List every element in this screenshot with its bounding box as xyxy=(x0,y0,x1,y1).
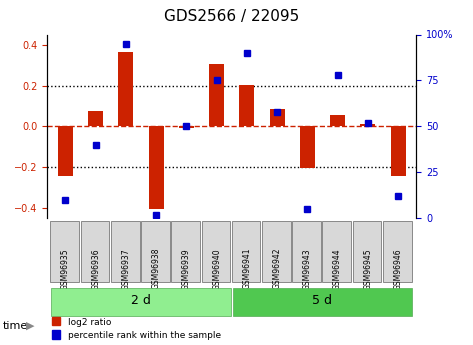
FancyBboxPatch shape xyxy=(383,221,412,282)
FancyBboxPatch shape xyxy=(262,221,291,282)
Text: GSM96937: GSM96937 xyxy=(122,248,131,289)
Text: GSM96939: GSM96939 xyxy=(182,248,191,289)
Bar xyxy=(179,126,194,128)
Bar xyxy=(330,115,345,126)
FancyBboxPatch shape xyxy=(353,221,381,282)
Bar xyxy=(88,111,103,126)
Legend: log2 ratio, percentile rank within the sample: log2 ratio, percentile rank within the s… xyxy=(52,318,221,341)
Text: GSM96944: GSM96944 xyxy=(333,248,342,289)
Bar xyxy=(118,52,133,126)
FancyBboxPatch shape xyxy=(232,221,261,282)
FancyBboxPatch shape xyxy=(51,288,231,316)
Text: GDS2566 / 22095: GDS2566 / 22095 xyxy=(164,9,299,24)
Bar xyxy=(270,109,285,126)
Bar xyxy=(300,126,315,168)
Text: ▶: ▶ xyxy=(26,321,35,331)
Text: GSM96946: GSM96946 xyxy=(394,248,403,289)
Bar xyxy=(360,124,376,126)
Text: 2 d: 2 d xyxy=(131,294,151,307)
FancyBboxPatch shape xyxy=(233,288,412,316)
FancyBboxPatch shape xyxy=(323,221,351,282)
FancyBboxPatch shape xyxy=(201,221,230,282)
Text: GSM96936: GSM96936 xyxy=(91,248,100,289)
Text: GSM96942: GSM96942 xyxy=(272,248,281,289)
Text: GSM96943: GSM96943 xyxy=(303,248,312,289)
Bar xyxy=(391,126,406,176)
FancyBboxPatch shape xyxy=(292,221,321,282)
Text: GSM96938: GSM96938 xyxy=(152,248,161,289)
Text: GSM96935: GSM96935 xyxy=(61,248,70,289)
FancyBboxPatch shape xyxy=(111,221,140,282)
FancyBboxPatch shape xyxy=(80,221,109,282)
Text: GSM96945: GSM96945 xyxy=(363,248,372,289)
FancyBboxPatch shape xyxy=(171,221,200,282)
Text: 5 d: 5 d xyxy=(313,294,333,307)
FancyBboxPatch shape xyxy=(50,221,79,282)
Bar xyxy=(209,64,224,126)
Bar xyxy=(239,85,254,126)
Text: GSM96941: GSM96941 xyxy=(242,248,251,289)
Text: GSM96940: GSM96940 xyxy=(212,248,221,289)
Bar xyxy=(58,126,73,176)
Text: time: time xyxy=(2,321,27,331)
FancyBboxPatch shape xyxy=(141,221,170,282)
Bar xyxy=(149,126,164,209)
